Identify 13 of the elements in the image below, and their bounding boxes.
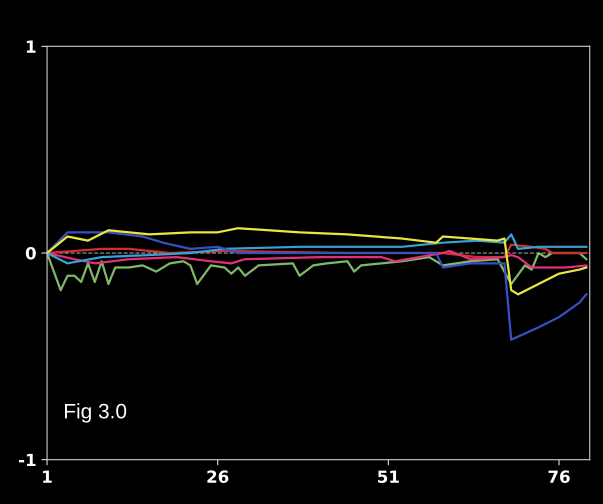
line-series (47, 252, 588, 292)
line-series (47, 233, 588, 264)
line-series (47, 231, 588, 341)
x-tick-label: 26 (207, 470, 228, 483)
line-series (47, 227, 588, 296)
x-tick-label: 51 (378, 470, 399, 483)
annotation: Fig 3.0 (65, 403, 126, 423)
x-tick-label: 1 (43, 470, 52, 483)
y-tick-label: 0 (26, 246, 36, 260)
line-series (47, 250, 588, 269)
y-tick-label: 1 (26, 40, 36, 53)
x-tick-label: 76 (548, 470, 570, 483)
y-tick-label: -1 (19, 454, 36, 466)
